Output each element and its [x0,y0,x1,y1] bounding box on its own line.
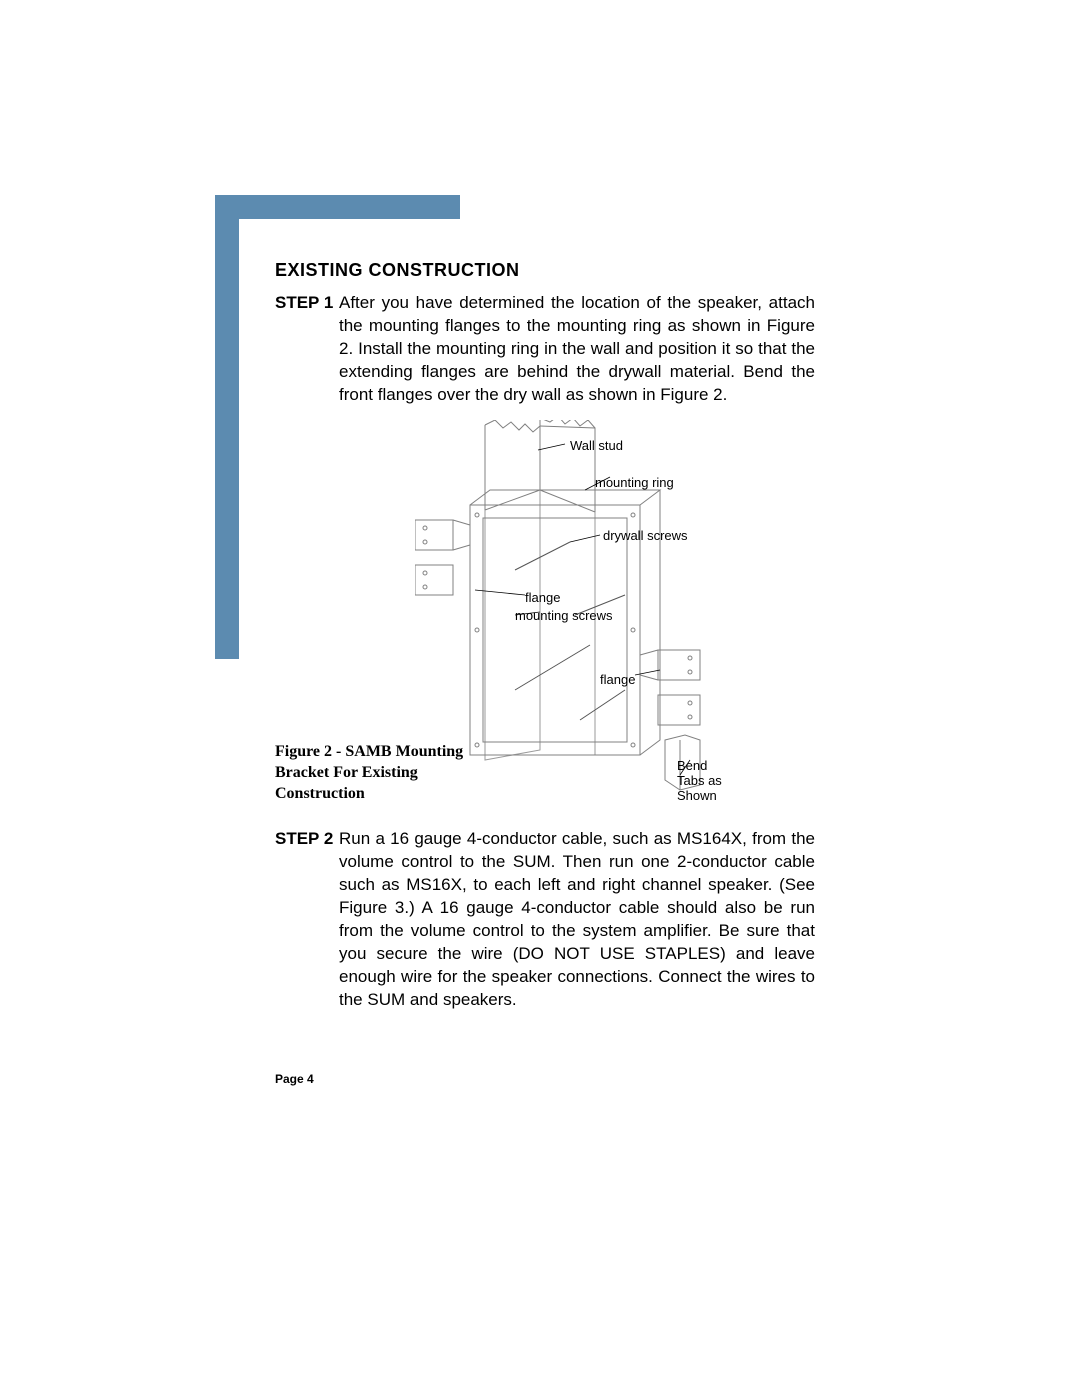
step-2-body: Run a 16 gauge 4-conductor cable, such a… [339,828,815,1012]
label-mounting-screws: mounting screws [515,608,613,623]
step-1-label: STEP 1 [275,292,339,315]
section-heading: EXISTING CONSTRUCTION [275,260,520,281]
step-2: STEP 2 Run a 16 gauge 4-conductor cable,… [275,828,815,1012]
label-flange-lower: flange [600,672,635,687]
label-mounting-ring: mounting ring [595,475,674,490]
figure-2-caption: Figure 2 - SAMB Mounting Bracket For Exi… [275,742,465,804]
label-wall-stud: Wall stud [570,438,623,453]
step-2-label: STEP 2 [275,828,339,851]
label-flange-upper: flange [525,590,560,605]
label-drywall-screws: drywall screws [603,528,688,543]
page-number: Page 4 [275,1072,314,1086]
step-1-body: After you have determined the location o… [339,292,815,407]
label-bend-tabs: Bend Tabs as Shown [677,758,722,803]
step-1: STEP 1 After you have determined the loc… [275,292,815,407]
